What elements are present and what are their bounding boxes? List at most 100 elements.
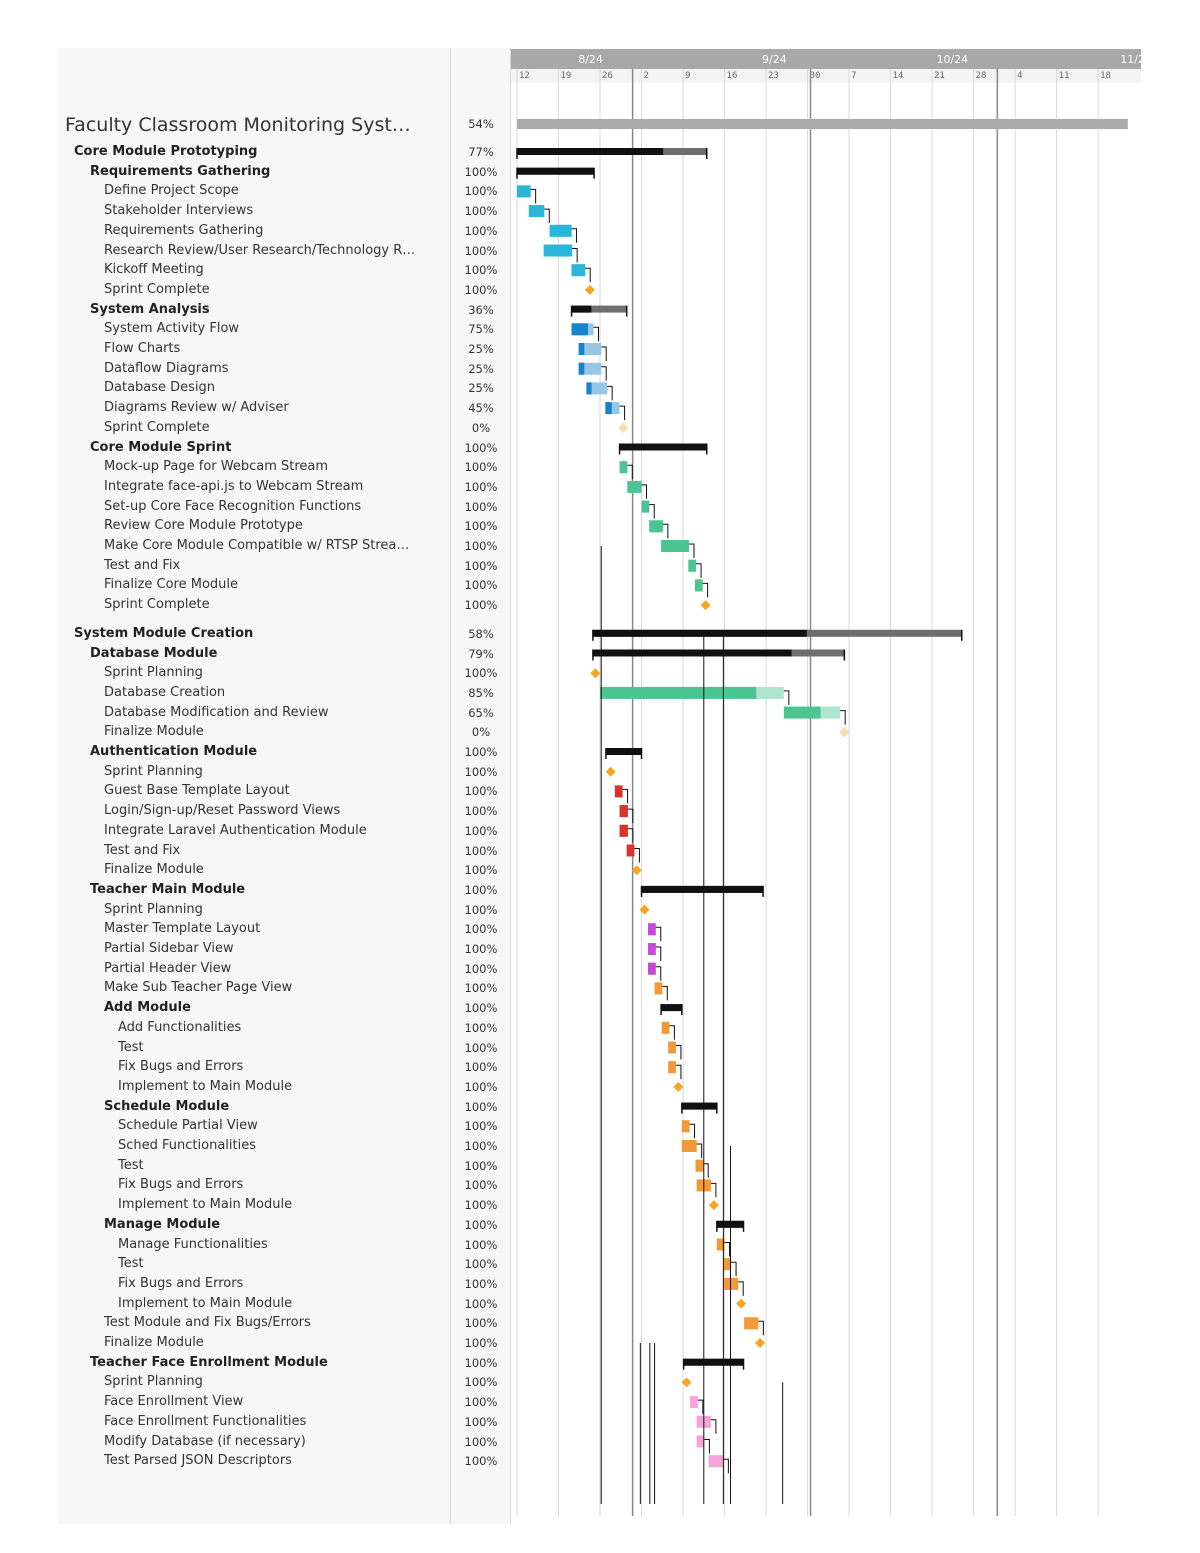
week-tick-label: 28 — [976, 71, 987, 81]
task-name: Partial Header View — [104, 960, 232, 976]
task-percent: 100% — [464, 223, 498, 238]
week-tick-label: 14 — [893, 71, 904, 81]
task-percent: 100% — [464, 479, 498, 494]
task-bar-progress — [649, 520, 663, 533]
task-name: Test and Fix — [104, 842, 181, 858]
task-percent: 100% — [464, 804, 498, 819]
task-percent: 100% — [464, 1139, 498, 1153]
dependency-link — [702, 582, 709, 598]
task-percent: 100% — [464, 204, 498, 219]
task-percent: 100% — [464, 666, 498, 681]
task-bar-progress — [723, 1258, 732, 1271]
task-percent: 100% — [464, 1020, 498, 1035]
task-name: Finalize Module — [104, 724, 204, 740]
task-bar-progress — [600, 686, 757, 699]
dependency-link — [840, 710, 846, 725]
week-tick-label: 23 — [768, 71, 779, 81]
task-bar-progress — [695, 1159, 704, 1172]
task-bar-progress — [571, 264, 586, 277]
summary-bar-progress — [683, 1358, 744, 1366]
task-bar-progress — [619, 805, 628, 818]
dependency-link — [607, 385, 613, 401]
milestone-diamond — [618, 422, 629, 433]
task-bar-progress — [661, 1021, 670, 1034]
task-percent: 100% — [464, 243, 498, 258]
task-name: Implement to Main Module — [118, 1197, 293, 1213]
task-name: Fix Bugs and Errors — [118, 1059, 244, 1075]
task-bar-progress — [708, 1455, 724, 1468]
task-name: Sprint Planning — [104, 1374, 203, 1390]
dependency-link — [627, 464, 633, 480]
task-name: Sprint Planning — [104, 665, 203, 681]
task-percent: 100% — [464, 499, 498, 514]
dependency-link — [572, 248, 578, 263]
task-name: Define Project Scope — [104, 183, 239, 199]
dependency-link — [723, 1458, 729, 1474]
task-name: Test — [118, 1157, 144, 1173]
milestone-diamond — [631, 865, 642, 876]
month-label: 8/24 — [578, 53, 603, 66]
task-percent: 100% — [464, 1434, 498, 1449]
task-percent: 100% — [464, 1414, 498, 1429]
task-name: Integrate face-api.js to Webcam Stream — [104, 478, 364, 494]
milestone-diamond — [708, 1200, 719, 1211]
dependency-link — [649, 504, 655, 519]
task-name: Sprint Complete — [104, 281, 210, 297]
dependency-link — [544, 208, 550, 224]
task-name: Face Enrollment Functionalities — [104, 1413, 307, 1429]
milestone-diamond — [639, 904, 650, 915]
task-percent: 85% — [468, 685, 494, 700]
dependency-link — [571, 228, 578, 243]
task-percent: 100% — [464, 1375, 498, 1390]
task-percent: 100% — [464, 823, 498, 838]
task-bar-progress — [619, 824, 628, 837]
task-name: Review Core Module Prototype — [104, 518, 303, 534]
summary-bar-progress — [605, 748, 642, 755]
task-percent: 79% — [468, 646, 494, 661]
dependency-link — [710, 1182, 717, 1198]
summary-bar-remaining — [571, 305, 627, 313]
task-bar-progress — [626, 844, 635, 857]
task-name: Add Functionalities — [118, 1019, 242, 1035]
summary-bar-progress — [517, 148, 664, 155]
dependency-link — [593, 326, 599, 342]
task-percent: 100% — [464, 460, 498, 475]
task-bar-progress — [681, 1140, 697, 1152]
dependency-link — [601, 366, 607, 381]
task-bar-progress — [641, 500, 650, 513]
task-percent: 100% — [464, 1395, 498, 1410]
task-percent: 100% — [464, 882, 498, 897]
dependency-link — [601, 346, 607, 361]
task-percent: 100% — [464, 1119, 498, 1134]
task-percent: 100% — [464, 440, 498, 455]
task-name: Implement to Main Module — [118, 1295, 293, 1311]
task-percent: 25% — [468, 381, 494, 396]
task-percent: 100% — [464, 942, 498, 956]
task-name: Implement to Main Module — [118, 1078, 293, 1094]
task-name: Teacher Face Enrollment Module — [90, 1354, 328, 1370]
task-name: Test Parsed JSON Descriptors — [104, 1453, 292, 1469]
task-percent: 100% — [464, 764, 498, 779]
dependency-link — [641, 484, 648, 499]
summary-bar-progress — [661, 1004, 682, 1012]
task-name: Test — [118, 1039, 144, 1055]
task-name: Finalize Module — [104, 862, 204, 878]
task-percent: 100% — [464, 745, 498, 759]
summary-bar-progress — [517, 167, 595, 175]
task-percent: 100% — [464, 843, 498, 858]
week-header-band — [511, 69, 1141, 83]
dependency-link — [585, 267, 591, 283]
task-name: Finalize Module — [104, 1335, 204, 1350]
dependency-link — [710, 1419, 717, 1434]
dependency-link — [634, 848, 640, 863]
task-bar-progress — [716, 1238, 725, 1251]
task-name: Database Modification and Review — [104, 704, 329, 720]
task-name: Test Module and Fix Bugs/Errors — [104, 1315, 311, 1331]
milestone-diamond — [839, 727, 850, 738]
task-percent: 45% — [468, 401, 494, 416]
task-percent: 100% — [464, 1257, 498, 1272]
dependency-link — [738, 1281, 744, 1296]
milestone-diamond — [681, 1377, 692, 1388]
task-name-column — [58, 48, 451, 1524]
